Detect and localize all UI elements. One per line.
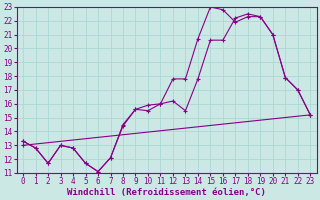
X-axis label: Windchill (Refroidissement éolien,°C): Windchill (Refroidissement éolien,°C) (67, 188, 266, 197)
